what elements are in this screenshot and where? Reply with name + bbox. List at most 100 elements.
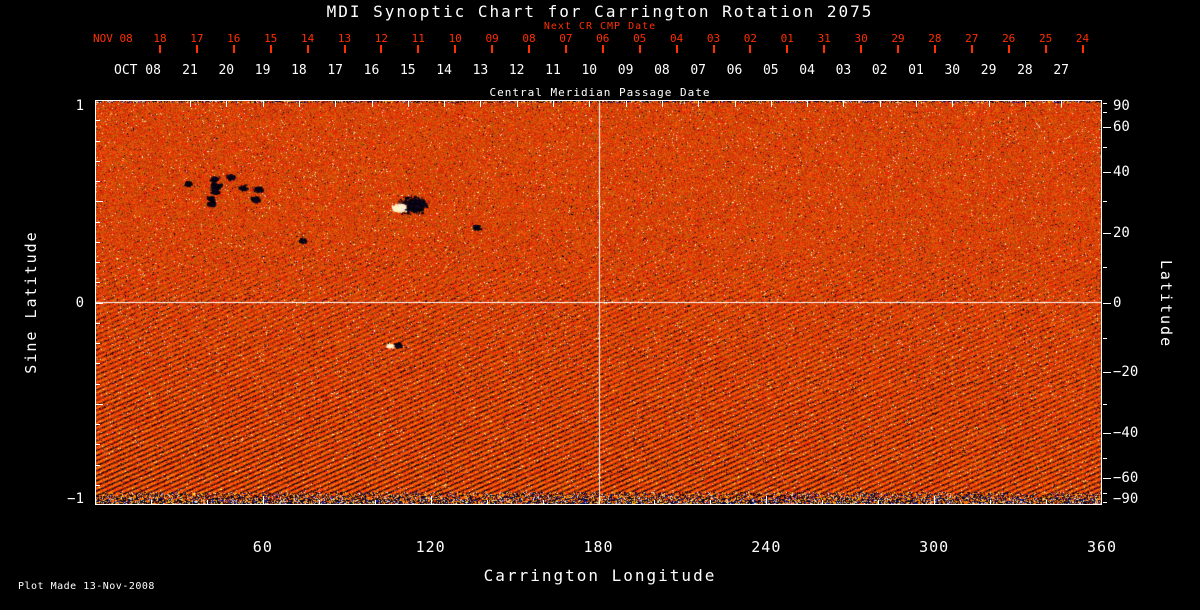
red-date-tick-mark	[343, 45, 346, 53]
x-axis-title: Carrington Longitude	[483, 566, 717, 585]
red-date-tick-mark	[638, 45, 641, 53]
red-month-label: NOV 08	[93, 32, 133, 45]
top-frame-tick	[625, 101, 627, 107]
red-date-tick-mark	[749, 45, 752, 53]
red-date-tick-mark	[1081, 45, 1084, 53]
cmp-date-tick-label: 09	[617, 63, 634, 78]
top-frame-tick	[516, 101, 518, 107]
bottom-frame-tick	[878, 500, 880, 504]
red-date-tick-label: 09	[485, 32, 499, 45]
right-frame-tick	[1103, 337, 1107, 339]
cmp-date-tick-label: 06	[726, 63, 743, 78]
red-date-tick-label: 11	[411, 32, 425, 45]
cmp-date-tick-label: 08	[654, 63, 670, 78]
sine-latitude-tick-label: 0	[75, 294, 84, 311]
red-date-tick-mark	[232, 45, 235, 53]
red-date-tick-label: 29	[891, 32, 905, 45]
top-frame-tick	[335, 101, 337, 107]
x-tick-label: 120	[415, 538, 446, 556]
red-date-tick-label: 07	[559, 32, 573, 45]
cmp-date-tick-label: 29	[980, 63, 997, 78]
cmp-date-tick-label: 30	[944, 63, 961, 78]
red-date-tick-mark	[823, 45, 826, 53]
cmp-date-tick-label: 12	[508, 63, 525, 78]
red-date-tick-mark	[675, 45, 678, 53]
right-frame-tick	[1103, 233, 1111, 235]
central-meridian-passage-date-label: Central Meridian Passage Date	[489, 86, 711, 99]
top-frame-tick	[371, 101, 373, 107]
red-date-tick-label: 31	[817, 32, 831, 45]
right-axis-title: Latitude	[1157, 259, 1175, 349]
right-frame-tick	[1103, 457, 1107, 459]
left-frame-tick	[96, 363, 100, 365]
red-date-tick-label: 16	[227, 32, 241, 45]
red-date-tick-mark	[712, 45, 715, 53]
right-frame-tick	[1103, 371, 1111, 373]
left-frame-tick	[96, 221, 100, 223]
x-tick-label: 240	[751, 538, 782, 556]
left-frame-tick	[96, 241, 100, 243]
top-frame-tick	[734, 101, 736, 107]
red-date-tick-mark	[380, 45, 383, 53]
sine-latitude-tick-label: −1	[67, 491, 84, 507]
red-date-tick-label: 15	[264, 32, 278, 45]
red-date-tick-mark	[454, 45, 457, 53]
bottom-frame-tick	[374, 500, 376, 504]
top-frame-tick	[589, 101, 591, 107]
cmp-date-tick-label: 10	[581, 63, 598, 78]
left-frame-tick	[96, 424, 100, 425]
red-date-tick-label: 05	[633, 32, 647, 45]
red-date-tick-mark	[1007, 45, 1010, 53]
bottom-frame-tick	[934, 496, 936, 504]
cmp-date-tick-label: 04	[799, 63, 815, 78]
red-date-tick-label: 12	[374, 32, 389, 45]
top-frame-tick	[262, 101, 264, 107]
top-frame-tick	[553, 101, 554, 107]
latitude-tick-label: −20	[1113, 363, 1139, 380]
cmp-date-tick-label: 16	[363, 63, 380, 78]
right-frame-tick	[1103, 127, 1111, 129]
left-frame-tick	[96, 322, 100, 324]
plot-made-label: Plot Made 13-Nov-2008	[18, 581, 155, 592]
cmp-date-tick-label: 21	[182, 63, 198, 78]
cmp-date-tick-label: 28	[1017, 63, 1033, 78]
top-frame-tick	[988, 101, 990, 107]
latitude-tick-label: 90	[1113, 98, 1130, 114]
x-tick-label: 300	[919, 538, 950, 556]
cmp-date-tick-label: 20	[218, 63, 235, 78]
sine-latitude-tick-label: 1	[75, 98, 84, 114]
left-frame-tick	[96, 484, 100, 486]
bottom-frame-tick	[710, 500, 712, 504]
red-date-tick-mark	[269, 45, 272, 53]
red-date-tick-label: 13	[337, 32, 352, 45]
chart-title: MDI Synoptic Chart for Carrington Rotati…	[326, 2, 874, 21]
top-frame-tick	[190, 101, 191, 107]
white-month-label: OCT 08	[114, 63, 161, 78]
cmp-date-tick-label: 14	[436, 63, 452, 78]
right-frame-tick	[1103, 477, 1111, 479]
left-frame-tick	[96, 282, 100, 284]
red-date-tick-label: 02	[743, 32, 758, 45]
top-frame-tick	[1024, 101, 1026, 107]
right-frame-tick	[1103, 201, 1107, 203]
right-frame-tick	[1103, 492, 1107, 494]
red-date-tick-label: 10	[448, 32, 462, 45]
red-date-tick-label: 30	[854, 32, 868, 45]
bottom-frame-tick	[598, 496, 600, 504]
red-date-tick-label: 27	[965, 32, 979, 45]
red-date-tick-mark	[306, 45, 309, 53]
top-frame-tick	[952, 101, 954, 107]
x-tick-label: 360	[1086, 538, 1118, 556]
cmp-date-tick-label: 19	[254, 63, 271, 78]
left-frame-tick	[96, 403, 103, 405]
top-frame-tick	[407, 101, 409, 107]
top-frame-tick	[879, 101, 881, 107]
right-frame-tick	[1103, 147, 1107, 149]
left-frame-tick	[96, 383, 100, 385]
right-frame-tick	[1103, 501, 1107, 503]
latitude-tick-label: −90	[1113, 491, 1139, 507]
magnetogram-heatmap	[95, 100, 1102, 505]
right-frame-tick	[1103, 432, 1111, 434]
cmp-date-tick-label: 03	[835, 63, 852, 78]
